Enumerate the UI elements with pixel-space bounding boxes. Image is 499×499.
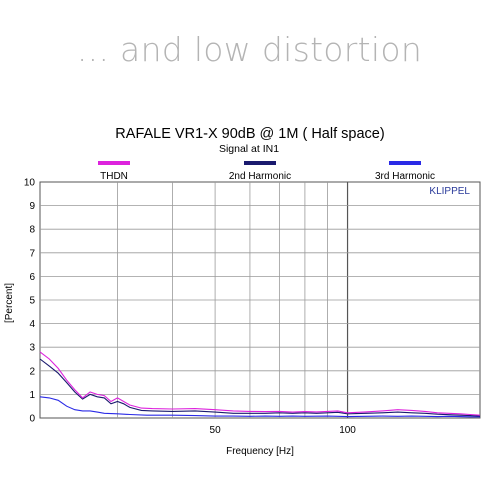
legend-swatch xyxy=(98,161,130,165)
legend-label: THDN xyxy=(100,171,128,182)
x-axis-label: Frequency [Hz] xyxy=(226,446,294,457)
legend-label: 3rd Harmonic xyxy=(375,171,435,182)
headline: ... and low distortion xyxy=(76,30,423,69)
series-lines xyxy=(39,351,481,418)
y-tick-label: 8 xyxy=(29,225,35,236)
series-line-3rd-harmonic xyxy=(39,396,480,418)
chart-subtitle: Signal at IN1 xyxy=(219,143,279,155)
x-tick-label: 100 xyxy=(339,425,356,436)
series-line-2nd-harmonic xyxy=(39,358,481,417)
y-axis-label: [Percent] xyxy=(4,283,15,323)
x-tick-label: 50 xyxy=(210,425,222,436)
y-tick-labels: 0 1 2 3 4 5 6 7 8 9 10 xyxy=(24,178,36,425)
y-tick-label: 5 xyxy=(29,296,35,307)
chart-title: RAFALE VR1-X 90dB @ 1M ( Half space) xyxy=(115,126,384,142)
grid xyxy=(40,182,480,418)
y-tick-label: 9 xyxy=(29,201,35,212)
y-tick-label: 1 xyxy=(29,390,35,401)
legend-swatch xyxy=(244,161,276,165)
y-tick-label: 10 xyxy=(24,178,36,189)
legend-swatch xyxy=(389,161,421,165)
y-tick-label: 4 xyxy=(29,319,35,330)
y-tick-label: 2 xyxy=(29,366,35,377)
y-tick-label: 7 xyxy=(29,248,35,259)
x-tick-labels: 50 100 xyxy=(210,425,357,436)
legend: THDN 2nd Harmonic 3rd Harmonic xyxy=(98,161,435,182)
y-tick-label: 3 xyxy=(29,343,35,354)
watermark-label: KLIPPEL xyxy=(429,186,470,197)
series-line-thdn xyxy=(39,351,481,416)
y-tick-label: 6 xyxy=(29,272,35,283)
y-tick-label: 0 xyxy=(29,414,35,425)
legend-label: 2nd Harmonic xyxy=(229,171,291,182)
